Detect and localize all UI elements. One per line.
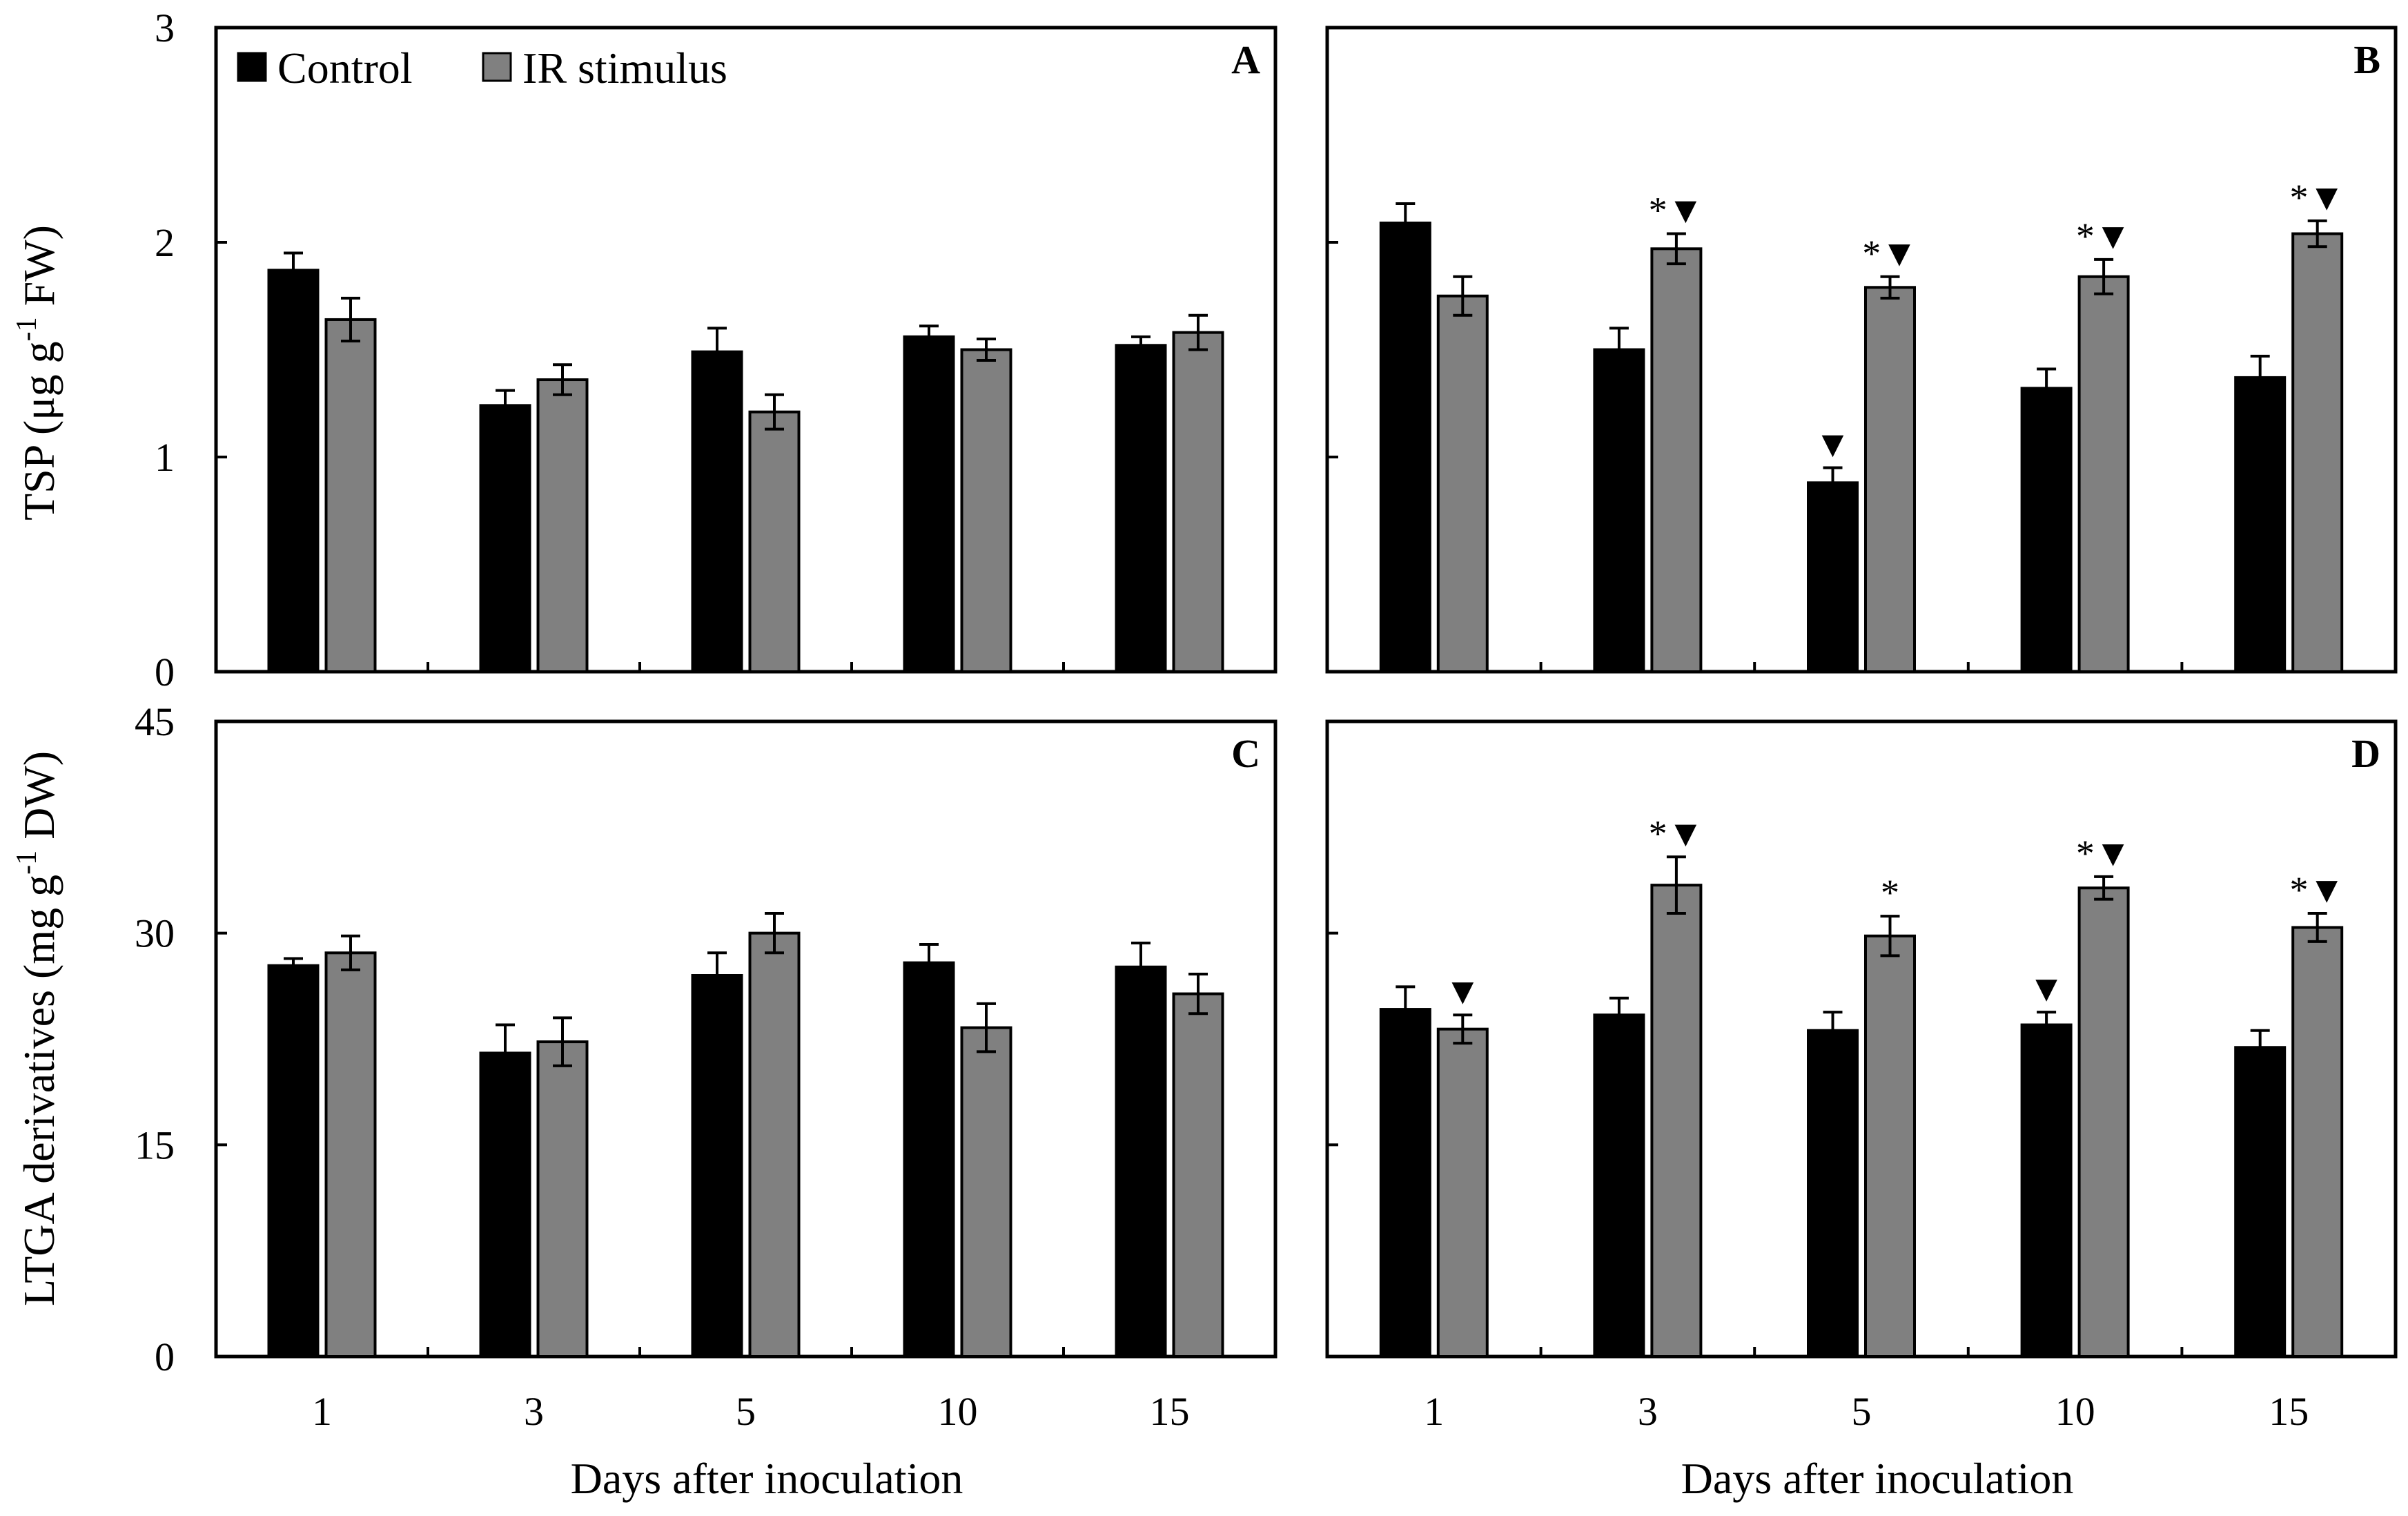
panel-c-ytick-label: 0 <box>155 1334 175 1379</box>
panel-b-bar-ir <box>2077 275 2130 673</box>
panel-a-bar-control <box>903 335 955 673</box>
panel-d-xtick-label: 1 <box>1424 1389 1444 1434</box>
panel-a-ytick-label: 0 <box>155 650 175 694</box>
panel-d-bar-control <box>2020 1023 2073 1358</box>
panel-a: 0 1 2 3 A <box>155 6 1278 694</box>
panel-c-bar-ir <box>536 1040 589 1358</box>
panel-a-letter: A <box>1231 37 1260 82</box>
panel-d-significance-marker: *▼ <box>1649 813 1704 854</box>
panel-c-letter: C <box>1231 731 1260 776</box>
panel-b-bar-ir <box>1864 286 1916 673</box>
panel-a-bar-ir <box>536 378 589 673</box>
panel-c-ytick-label: 15 <box>135 1123 175 1167</box>
legend-label-ir: IR stimulus <box>522 43 727 93</box>
panel-d-significance-marker: ▼ <box>2028 968 2064 1009</box>
panel-b-letter: B <box>2353 37 2380 82</box>
panel-d-frame <box>1325 719 2398 1359</box>
panel-b-significance-marker: *▼ <box>2076 215 2131 257</box>
panel-a-bar-ir <box>960 348 1012 673</box>
panel-d-significance-marker: * <box>1881 872 1899 913</box>
panel-d: ▼*▼*▼*▼*▼1 3 5 10 15D <box>1325 719 2398 1434</box>
panel-c-bar-ir <box>748 931 801 1358</box>
x-axis-title-left: Days after inoculation <box>571 1454 963 1503</box>
panel-c-ytick-label: 45 <box>135 699 175 744</box>
panel-a-bar-control <box>479 404 531 673</box>
panel-b-bar-control <box>2020 387 2073 673</box>
panel-a-bar-control <box>1115 344 1167 673</box>
legend: Control IR stimulus <box>237 43 727 93</box>
x-axis-title-right: Days after inoculation <box>1681 1454 2074 1503</box>
panel-b-bar-control <box>2234 376 2287 673</box>
panel-d-bar-control <box>1379 1008 1431 1358</box>
panel-d-bar-control <box>1807 1029 1859 1358</box>
panel-c-bar-control <box>691 974 743 1358</box>
panel-b-bar-control <box>1807 481 1859 673</box>
panel-c-bar-ir <box>960 1026 1012 1358</box>
panel-c-frame <box>214 719 1278 1359</box>
panel-d-bar-ir <box>1436 1027 1489 1358</box>
panel-c-bar-control <box>479 1051 531 1358</box>
panel-c-xtick-label: 5 <box>736 1389 756 1434</box>
panel-b-bar-ir <box>1436 294 1489 673</box>
panel-d-bar-ir <box>2077 886 2130 1358</box>
panel-c-bar-control <box>903 961 955 1358</box>
panel-c-bar-control <box>1115 965 1167 1358</box>
panel-a-bar-ir <box>1172 331 1224 673</box>
panel-a-ytick-label: 2 <box>155 220 175 265</box>
legend-label-control: Control <box>277 43 413 93</box>
panel-d-bar-ir <box>1650 884 1703 1358</box>
panel-b-bar-ir <box>2291 232 2344 673</box>
y-axis-title-bottom: LTGA derivatives (mg g-1 DW) <box>11 751 63 1306</box>
panel-a-bar-control <box>691 350 743 673</box>
panel-c-bar-ir <box>324 951 377 1359</box>
panel-c-xtick-label: 3 <box>524 1389 544 1434</box>
legend-swatch-control <box>237 52 267 82</box>
panel-d-significance-marker: *▼ <box>2076 833 2131 874</box>
panel-d-letter: D <box>2351 731 2380 776</box>
panel-b-bar-control <box>1379 222 1431 673</box>
panel-d-significance-marker: ▼ <box>1445 971 1481 1012</box>
panel-a-bar-control <box>267 269 320 673</box>
panel-d-xtick-label: 15 <box>2269 1389 2309 1434</box>
panel-c-ytick-label: 30 <box>135 911 175 956</box>
legend-swatch-ir <box>482 52 512 82</box>
panel-a-ytick-label: 3 <box>155 6 175 50</box>
panel-d-bar-control <box>1593 1013 1645 1358</box>
panel-b-bar-control <box>1593 348 1645 673</box>
panel-a-bar-ir <box>748 410 801 673</box>
panel-c: 0 15 30 45 1 3 5 10 15 C <box>135 699 1278 1434</box>
panel-c-xtick-label: 10 <box>938 1389 978 1434</box>
panel-d-xtick-label: 10 <box>2055 1389 2095 1434</box>
panel-b-significance-marker: ▼ <box>1814 424 1851 465</box>
panel-a-frame <box>214 26 1278 674</box>
panel-b-frame <box>1325 26 2398 674</box>
panel-a-ytick-label: 1 <box>155 435 175 480</box>
y-axis-title-top: TSP (μg g-1 FW) <box>11 225 63 521</box>
panel-a-bar-ir <box>324 318 377 673</box>
panel-c-xtick-label: 1 <box>312 1389 332 1434</box>
panel-d-significance-marker: *▼ <box>2289 869 2345 911</box>
panel-b-significance-marker: *▼ <box>2289 177 2345 218</box>
panel-d-xtick-label: 5 <box>1852 1389 1872 1434</box>
panel-c-bar-ir <box>1172 992 1224 1358</box>
panel-b-bar-ir <box>1650 247 1703 673</box>
panel-c-bar-control <box>267 964 320 1358</box>
panel-d-bar-ir <box>1864 934 1916 1359</box>
panel-c-xtick-label: 15 <box>1150 1389 1190 1434</box>
panel-d-bar-ir <box>2291 926 2344 1358</box>
panel-b: ▼ *▼ *▼ *▼ *▼ B <box>1325 26 2398 674</box>
panel-d-bar-control <box>2234 1046 2287 1359</box>
panel-b-significance-marker: *▼ <box>1649 190 1704 231</box>
panel-d-xtick-label: 3 <box>1638 1389 1658 1434</box>
panel-b-significance-marker: *▼ <box>1862 233 1917 274</box>
